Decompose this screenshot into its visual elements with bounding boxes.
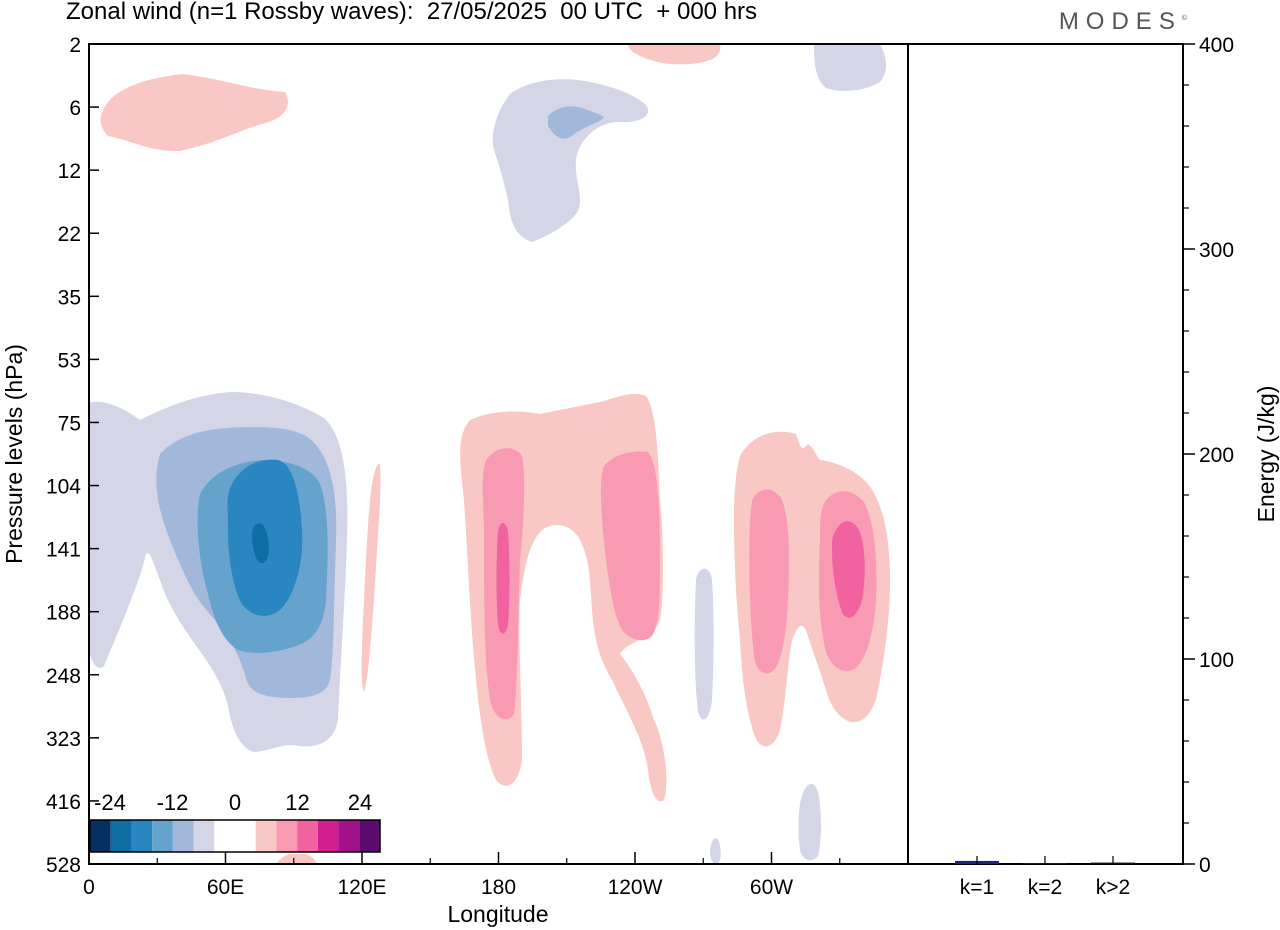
y-tick-label: 22	[58, 223, 81, 246]
y-tick-label: 35	[58, 286, 81, 309]
energy-bar-panel: k=1 k=2 k>2 0 100 200 300 400 Energy (J/kg)	[907, 34, 1279, 899]
chart-title: Zonal wind (n=1 Rossby waves): 27/05/202…	[66, 0, 758, 25]
colorbar-label: 0	[229, 790, 241, 815]
energy-tick-label: 400	[1199, 34, 1234, 57]
colorbar-swatch	[131, 820, 153, 852]
colorbar-swatch	[152, 820, 173, 852]
colorbar-swatch	[317, 820, 339, 852]
y-tick-label: 141	[46, 539, 81, 562]
y-tick-label: 248	[46, 665, 81, 688]
energy-tick-label: 0	[1199, 854, 1211, 877]
contour-pos-sliver	[361, 463, 381, 692]
energy-axis-title: Energy (J/kg)	[1253, 386, 1279, 523]
y-tick-label: 323	[46, 728, 81, 751]
colorbar-label: 24	[348, 790, 372, 815]
energy-tick-label: 100	[1199, 649, 1234, 672]
contour-pos-right-l2a	[749, 489, 790, 674]
contour-pos-top-edge	[628, 44, 721, 65]
energy-bars: k=1 k=2 k>2	[955, 856, 1135, 899]
colorbar-swatch	[110, 820, 132, 852]
x-tick-label: 120E	[337, 876, 386, 899]
y-axis-title: Pressure levels (hPa)	[1, 344, 27, 564]
contour-neg-upper-mid-inner	[548, 106, 604, 139]
x-axis-title: Longitude	[447, 901, 548, 927]
y-tick-label: 75	[58, 412, 81, 435]
brand-mark: ©	[1181, 15, 1187, 22]
bar-category-label: k=1	[960, 876, 994, 899]
contour-neg-mid-sliver	[694, 568, 714, 720]
colorbar-swatch	[172, 820, 194, 852]
y-tick-label: 104	[46, 476, 81, 499]
y-tick-label: 53	[58, 349, 81, 372]
bar-category-label: k>2	[1096, 876, 1130, 899]
y-tick-label: 188	[46, 602, 81, 625]
y-axis: 2 6 12 22 35 53 75 104 141 188 248 323 416 528	[46, 34, 99, 877]
contour-neg-main-l5	[252, 523, 269, 564]
contour-pos-upper-left	[100, 74, 288, 152]
colorbar-label: -12	[157, 790, 189, 815]
y-tick-label: 6	[69, 97, 81, 120]
contour-pos-right-l3	[832, 521, 865, 618]
y-tick-label: 2	[69, 34, 81, 57]
contour-neg-upper-mid	[492, 79, 649, 242]
contour-pos-bottom-left	[276, 852, 317, 864]
colorbar-swatch	[338, 820, 360, 852]
contour-neg-bottom-right	[798, 783, 821, 861]
x-axis: 0 60E 120E 180 120W 60W	[83, 852, 841, 899]
x-tick-label: 120W	[608, 876, 663, 899]
contour-neg-top-right	[814, 44, 886, 91]
colorbar-swatch	[214, 820, 235, 852]
heatmap-panel: -24 -12 0 12 24 0 60E 120E 180 120W 60W 2 6 12 22 35 5…	[1, 34, 909, 927]
colorbar-swatch	[276, 820, 298, 852]
bar-panel-frame	[907, 43, 1184, 865]
colorbar-swatch	[193, 820, 215, 852]
colorbar-swatch	[90, 820, 111, 852]
contour-neg-bottom-small	[710, 838, 721, 864]
colorbar-swatch	[255, 820, 277, 852]
colorbar-swatch	[359, 820, 380, 852]
colorbar: -24 -12 0 12 24	[89, 780, 381, 854]
brand-logo: MODES©	[1059, 8, 1187, 36]
contour-fill-layer	[89, 44, 890, 864]
colorbar-label: 12	[285, 790, 309, 815]
x-tick-label: 60W	[750, 876, 793, 899]
x-tick-label: 60E	[207, 876, 244, 899]
contour-pos-mid-l3	[496, 523, 510, 634]
y-tick-label: 12	[58, 160, 81, 183]
colorbar-swatch	[297, 820, 318, 852]
y-tick-label: 416	[46, 791, 81, 814]
x-tick-label: 180	[481, 876, 516, 899]
colorbar-swatch	[235, 820, 256, 852]
energy-tick-label: 300	[1199, 239, 1234, 262]
energy-axis: 0 100 200 300 400	[1183, 34, 1234, 877]
bar-category-label: k=2	[1028, 876, 1062, 899]
colorbar-label: -24	[94, 790, 126, 815]
brand-name: MODES	[1058, 8, 1182, 35]
y-tick-label: 528	[46, 854, 81, 877]
contour-pos-mid-l2b	[600, 451, 660, 641]
energy-tick-label: 200	[1199, 444, 1234, 467]
x-tick-label: 0	[83, 876, 95, 899]
